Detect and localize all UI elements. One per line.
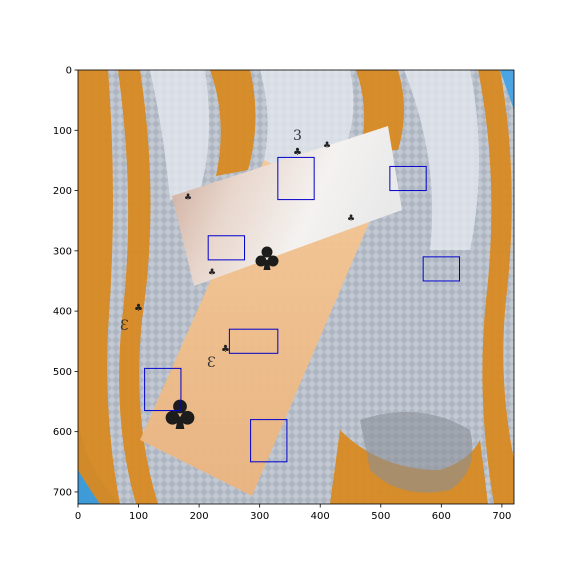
card-corner-pips: 3 ♣ ♣ ♣ ♣ ♣ ♣ Ɛ ♣ Ɛ (120, 128, 355, 371)
detection-box (250, 419, 288, 463)
detection-box (207, 235, 246, 261)
fish-fin (360, 412, 473, 493)
y-tick-label: 0 (66, 66, 72, 77)
x-tick-label: 600 (432, 511, 451, 522)
detection-box (277, 156, 315, 201)
svg-text:Ɛ: Ɛ (120, 318, 129, 334)
svg-text:♣: ♣ (323, 141, 331, 151)
detection-box (422, 256, 460, 282)
svg-text:♣: ♣ (293, 147, 302, 158)
x-tick-label: 300 (250, 511, 269, 522)
detection-boxes (144, 156, 460, 463)
x-tick-label: 400 (311, 511, 330, 522)
svg-text:♣: ♣ (134, 303, 143, 314)
y-tick-label: 100 (53, 126, 72, 137)
svg-text:♣: ♣ (221, 344, 230, 355)
club-suit-icon (165, 399, 195, 429)
svg-text:♣: ♣ (184, 193, 192, 203)
detection-box (228, 328, 279, 354)
y-tick-label: 500 (53, 367, 72, 378)
y-tick-label: 600 (53, 427, 72, 438)
y-axis: 0 100 200 300 400 500 600 700 (53, 66, 78, 498)
x-tick-label: 500 (371, 511, 390, 522)
svg-text:3: 3 (293, 128, 302, 144)
x-tick-label: 700 (492, 511, 511, 522)
playing-card-front (172, 126, 402, 286)
axes-frame (77, 69, 515, 505)
y-tick-label: 400 (53, 307, 72, 318)
detection-box (144, 367, 182, 412)
y-tick-label: 700 (53, 487, 72, 498)
svg-text:♣: ♣ (208, 268, 216, 278)
svg-text:♣: ♣ (347, 214, 355, 224)
x-tick-label: 100 (129, 511, 148, 522)
y-tick-label: 200 (53, 186, 72, 197)
y-tick-label: 300 (53, 246, 72, 257)
svg-text:Ɛ: Ɛ (207, 355, 216, 371)
x-axis: 0 100 200 300 400 500 600 700 (75, 504, 511, 522)
x-tick-label: 0 (75, 511, 81, 522)
playing-card-back (140, 160, 372, 496)
club-suit-icon (255, 246, 279, 270)
photo-background: 3 ♣ ♣ ♣ ♣ ♣ ♣ Ɛ ♣ Ɛ (78, 70, 514, 504)
x-tick-label: 200 (190, 511, 209, 522)
detection-box (389, 165, 427, 192)
